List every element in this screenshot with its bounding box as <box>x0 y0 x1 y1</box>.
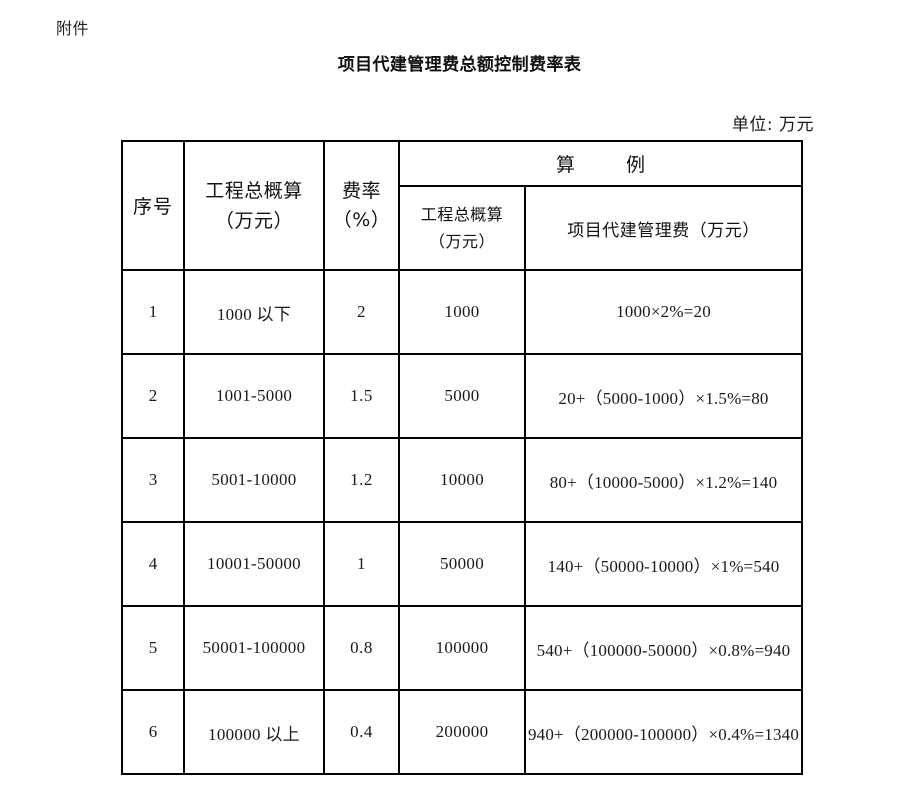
header-cell-example-group: 算 例 <box>397 140 804 187</box>
cell-rate: 0.8 <box>323 605 400 691</box>
unit-note: 单位: 万元 <box>731 115 814 135</box>
cell-total-budget: 50001-100000 <box>183 605 325 691</box>
header-cell-rate: 费率 （%） <box>323 140 400 271</box>
table-body: 1 1000 以下 2 1000 1000×2%=20 2 1001-5000 1.5 5000… <box>121 269 804 775</box>
rate-table: 序号 工程总概算 （万元） 费率 （%） 算 例 工程总概算 （万元） 项目代建… <box>121 140 804 775</box>
cell-example-fee: 1000×2%=20 <box>523 269 804 355</box>
table-row: 3 5001-10000 1.2 10000 80+（10000-5000）×1.2%=… <box>121 437 804 523</box>
cell-total-budget: 1000 以下 <box>183 269 325 355</box>
header-cell-total-budget: 工程总概算 （万元） <box>183 140 325 271</box>
cell-total-budget: 100000 以上 <box>183 689 325 775</box>
table-row: 4 10001-50000 1 50000 140+（50000-10000）×1%=5… <box>121 521 804 607</box>
cell-sequence-number: 4 <box>121 521 185 607</box>
cell-rate: 1 <box>323 521 400 607</box>
header-cell-example-budget: 工程总概算 （万元） <box>398 185 526 271</box>
cell-sequence-number: 1 <box>121 269 185 355</box>
cell-sequence-number: 5 <box>121 605 185 691</box>
table-row: 6 100000 以上 0.4 200000 940+（200000-100000）×0… <box>121 689 804 775</box>
cell-example-budget: 200000 <box>398 689 526 775</box>
cell-rate: 1.2 <box>323 437 400 523</box>
table-row: 5 50001-100000 0.8 100000 540+（100000-50000）… <box>121 605 804 691</box>
cell-example-fee: 20+（5000-1000）×1.5%=80 <box>523 353 804 439</box>
cell-rate: 2 <box>323 269 400 355</box>
header-cell-example-fee: 项目代建管理费（万元） <box>523 185 804 271</box>
header-total-budget-line2: （万元） <box>214 209 293 232</box>
header-example-budget-line2: （万元） <box>428 232 495 251</box>
cell-sequence-number: 2 <box>121 353 185 439</box>
cell-example-fee: 140+（50000-10000）×1%=540 <box>523 521 804 607</box>
table-row: 1 1000 以下 2 1000 1000×2%=20 <box>121 269 804 355</box>
header-cell-seq: 序号 <box>121 140 185 271</box>
cell-example-fee: 540+（100000-50000）×0.8%=940 <box>523 605 804 691</box>
header-total-budget-line1: 工程总概算 <box>205 179 303 202</box>
table-row: 2 1001-5000 1.5 5000 20+（5000-1000）×1.5%=80 <box>121 353 804 439</box>
table-header: 序号 工程总概算 （万元） 费率 （%） 算 例 工程总概算 （万元） 项目代建… <box>121 140 804 271</box>
cell-example-fee: 940+（200000-100000）×0.4%=1340 <box>523 689 804 775</box>
cell-sequence-number: 3 <box>121 437 185 523</box>
header-example-budget-line1: 工程总概算 <box>420 205 504 224</box>
header-row-sub: 工程总概算 （万元） 项目代建管理费（万元） <box>122 185 804 271</box>
cell-total-budget: 5001-10000 <box>183 437 325 523</box>
header-rate-line1: 费率 <box>341 179 381 202</box>
cell-example-budget: 100000 <box>398 605 526 691</box>
cell-example-budget: 1000 <box>398 269 526 355</box>
attachment-label: 附件 <box>56 19 90 38</box>
cell-example-budget: 50000 <box>398 521 526 607</box>
cell-example-budget: 5000 <box>398 353 526 439</box>
header-rate-line2: （%） <box>332 208 391 231</box>
cell-example-fee: 80+（10000-5000）×1.2%=140 <box>523 437 804 523</box>
cell-rate: 0.4 <box>323 689 400 775</box>
page-title: 项目代建管理费总额控制费率表 <box>337 55 582 75</box>
cell-total-budget: 10001-50000 <box>183 521 325 607</box>
cell-total-budget: 1001-5000 <box>183 353 325 439</box>
header-row-top: 序号 工程总概算 （万元） 费率 （%） 算 例 <box>121 140 804 271</box>
cell-sequence-number: 6 <box>121 689 185 775</box>
cell-example-budget: 10000 <box>398 437 526 523</box>
cell-rate: 1.5 <box>323 353 400 439</box>
